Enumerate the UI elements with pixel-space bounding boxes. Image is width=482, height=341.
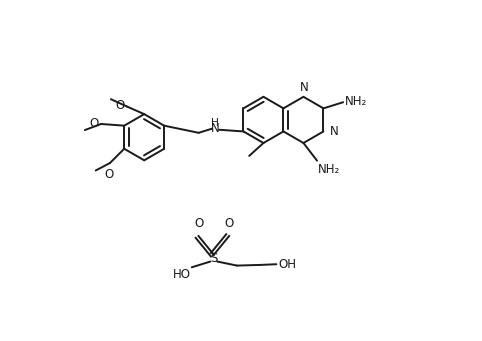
Text: S: S xyxy=(210,252,217,265)
Text: O: O xyxy=(105,168,114,181)
Text: O: O xyxy=(115,99,124,112)
Text: N: N xyxy=(211,121,220,135)
Text: NH₂: NH₂ xyxy=(345,95,367,108)
Text: H: H xyxy=(211,118,219,128)
Text: N: N xyxy=(300,81,309,94)
Text: N: N xyxy=(330,124,338,138)
Text: O: O xyxy=(225,217,234,229)
Text: O: O xyxy=(89,117,98,130)
Text: HO: HO xyxy=(173,268,191,281)
Text: OH: OH xyxy=(278,258,296,271)
Text: NH₂: NH₂ xyxy=(318,163,340,176)
Text: O: O xyxy=(194,217,203,229)
